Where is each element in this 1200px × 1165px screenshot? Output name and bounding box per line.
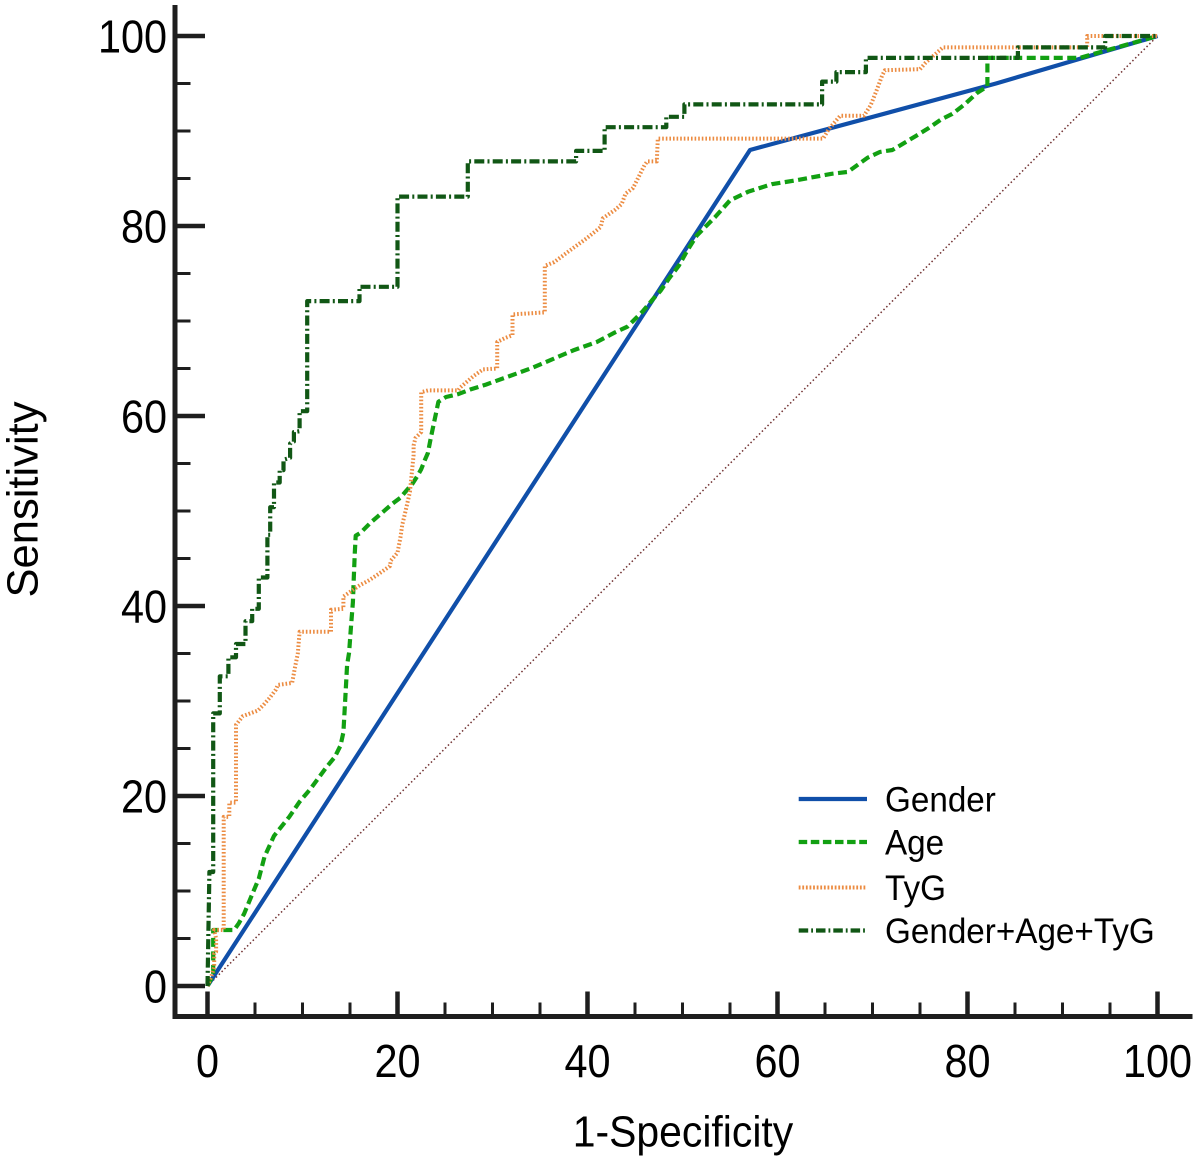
svg-text:40: 40 (564, 1036, 610, 1088)
svg-text:20: 20 (121, 772, 167, 824)
svg-text:80: 80 (121, 202, 167, 254)
svg-text:100: 100 (98, 12, 167, 64)
svg-text:TyG: TyG (885, 869, 946, 908)
svg-text:80: 80 (944, 1036, 990, 1088)
svg-text:20: 20 (374, 1036, 420, 1088)
svg-text:60: 60 (754, 1036, 800, 1088)
svg-text:Sensitivity: Sensitivity (0, 401, 48, 597)
svg-text:Gender: Gender (885, 781, 996, 820)
svg-text:Gender+Age+TyG: Gender+Age+TyG (885, 912, 1155, 951)
svg-text:Age: Age (885, 824, 944, 863)
svg-text:0: 0 (196, 1036, 219, 1088)
svg-text:0: 0 (144, 962, 167, 1014)
svg-text:60: 60 (121, 392, 167, 444)
svg-text:100: 100 (1123, 1036, 1192, 1088)
svg-text:40: 40 (121, 582, 167, 634)
svg-text:1-Specificity: 1-Specificity (573, 1108, 794, 1157)
